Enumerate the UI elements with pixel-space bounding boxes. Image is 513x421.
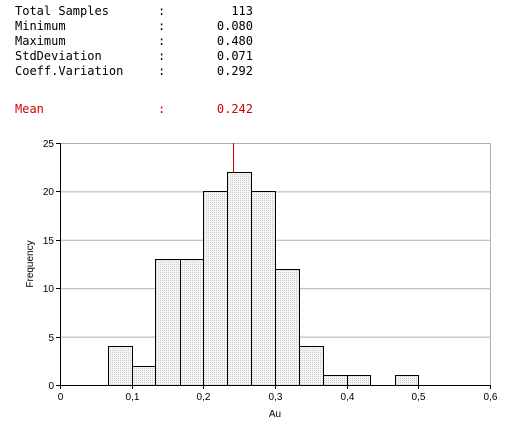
tick-labels: 0 5 10 15 20 25 0 0,1 0,2 0,3 0,4 0,5 0,6 — [43, 139, 498, 403]
x-tick-label: 0,6 — [484, 392, 498, 403]
histogram-bar — [251, 191, 276, 386]
stat-separator: : — [158, 102, 166, 116]
stat-row-total-samples: Total Samples : 113 — [15, 4, 253, 19]
histogram-bar — [132, 366, 156, 386]
stat-value: 0.480 — [216, 34, 253, 48]
stat-label: Total Samples — [15, 4, 109, 18]
x-tick-label: 0,5 — [412, 392, 426, 403]
stat-separator: : — [158, 19, 166, 33]
stat-row-std-deviation: StdDeviation : 0.071 — [15, 49, 253, 64]
histogram-bar — [275, 269, 300, 386]
y-tick-label: 25 — [43, 139, 55, 150]
statistics-panel: Total Samples : 113 Minimum : 0.080 Maxi… — [15, 4, 253, 116]
y-axis-title: Frequency — [25, 240, 36, 287]
stat-value: 113 — [231, 4, 253, 18]
stat-label: Maximum — [15, 34, 66, 48]
y-tick-label: 15 — [43, 236, 55, 247]
x-tick-label: 0,2 — [197, 392, 211, 403]
histogram-bar — [108, 346, 133, 386]
stat-row-coeff-variation: Coeff.Variation : 0.292 — [15, 64, 253, 79]
histogram-bar — [227, 172, 252, 386]
histogram-bar — [323, 375, 348, 386]
x-tick-label: 0,3 — [269, 392, 283, 403]
stat-value: 0.292 — [216, 64, 253, 78]
x-tick-label: 0,1 — [126, 392, 140, 403]
stat-separator: : — [158, 4, 166, 18]
histogram-bar — [347, 375, 371, 386]
x-axis-title: Au — [269, 409, 281, 420]
mean-label: Mean — [15, 102, 44, 116]
x-tick-label: 0 — [58, 392, 64, 403]
stat-value: 0.080 — [216, 19, 253, 33]
y-tick-label: 10 — [43, 284, 55, 295]
y-tick-label: 20 — [43, 187, 55, 198]
axes — [56, 143, 491, 389]
stat-value: 0.071 — [216, 49, 253, 63]
histogram-bar — [155, 259, 181, 386]
histogram-bar — [395, 375, 419, 386]
histogram-bar — [203, 191, 228, 386]
histogram-bars — [108, 172, 419, 386]
stat-row-mean: Mean : 0.242 — [15, 102, 253, 117]
stat-label: Coeff.Variation — [15, 64, 124, 78]
y-tick-label: 5 — [48, 333, 54, 344]
stat-label: Minimum — [15, 19, 66, 33]
stat-row-minimum: Minimum : 0.080 — [15, 19, 253, 34]
mean-value: 0.242 — [216, 102, 253, 116]
y-tick-label: 0 — [48, 381, 54, 392]
x-tick-label: 0,4 — [341, 392, 355, 403]
histogram-bar — [299, 346, 324, 386]
stat-label: StdDeviation — [15, 49, 102, 63]
stat-separator: : — [158, 64, 166, 78]
histogram-bar — [180, 259, 204, 386]
stat-separator: : — [158, 34, 166, 48]
stat-separator: : — [158, 49, 166, 63]
stat-row-maximum: Maximum : 0.480 — [15, 34, 253, 49]
